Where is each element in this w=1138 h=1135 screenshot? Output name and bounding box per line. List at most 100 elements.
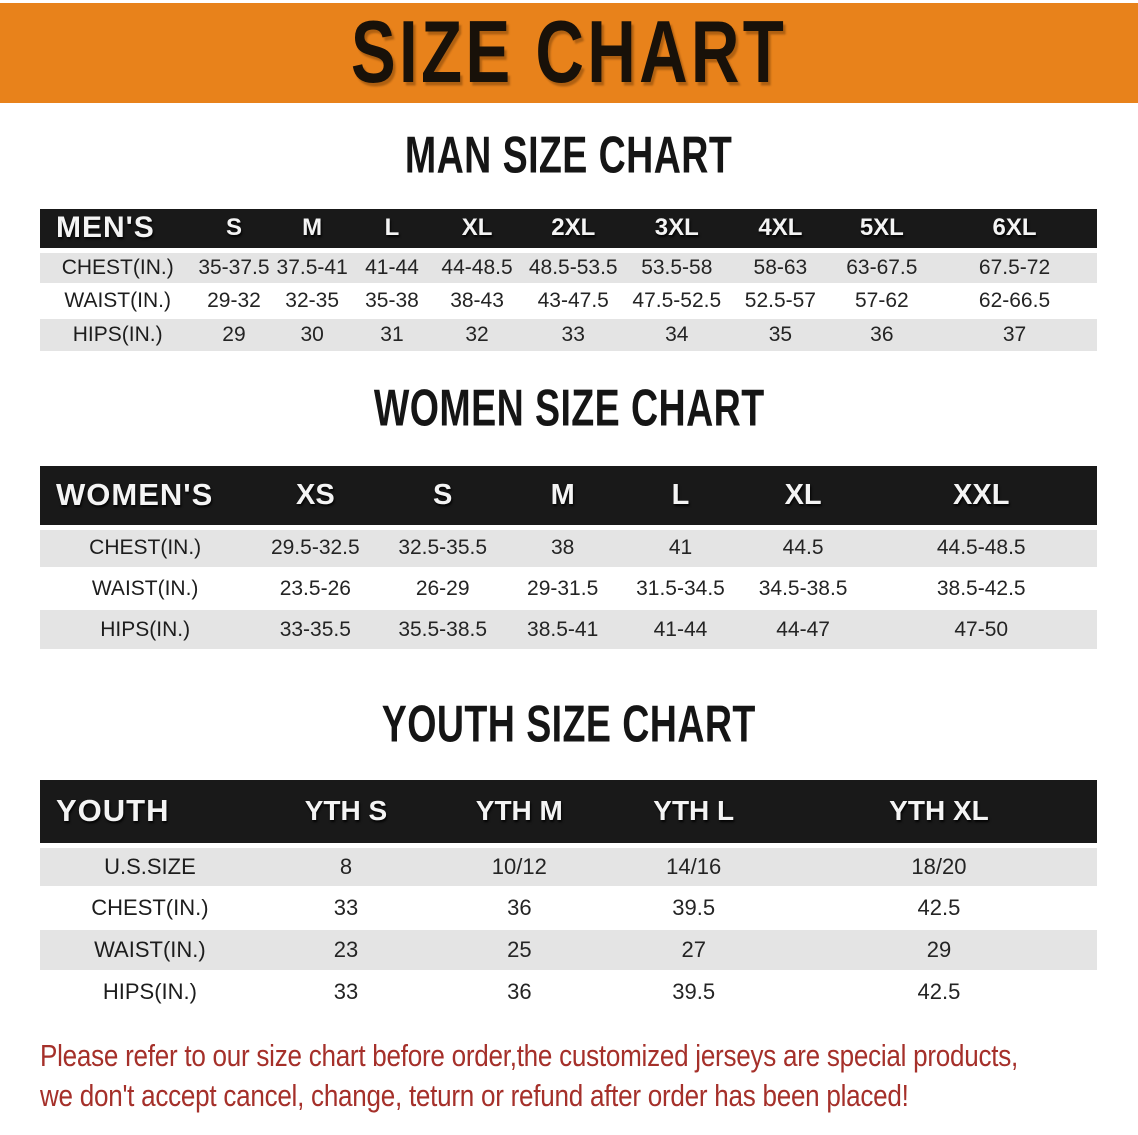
row-label: CHEST(IN.) (40, 887, 260, 930)
table-cell: 47-50 (865, 609, 1097, 651)
table-cell: 38-43 (432, 284, 522, 319)
column-header: L (351, 209, 433, 253)
section-women: WOMEN SIZE CHART WOMEN'S XS S M L XL XXL CHEST(… (0, 378, 1138, 651)
table-row: HIPS(IN.) 33-35.5 35.5-38.5 38.5-41 41-44 44-… (40, 609, 1097, 651)
table-cell: 30 (272, 318, 352, 353)
table-header-row: WOMEN'S XS S M L XL XXL (40, 466, 1097, 530)
table-cell: 63-67.5 (831, 250, 933, 285)
table-cell: 36 (432, 887, 607, 930)
disclaimer-note: Please refer to our size chart before or… (40, 1036, 1138, 1116)
table-cell: 42.5 (780, 887, 1097, 930)
table-cell: 37.5-41 (272, 250, 352, 285)
table-cell: 33 (259, 887, 433, 930)
table-cell: 48.5-53.5 (521, 250, 625, 285)
section-youth: YOUTH SIZE CHART YOUTH YTH S YTH M YTH L YTH… (0, 694, 1138, 1014)
row-label: WAIST(IN.) (40, 284, 196, 319)
table-cell: 23.5-26 (250, 568, 381, 610)
men-section-heading: MAN SIZE CHART (0, 125, 1138, 189)
table-cell: 34 (624, 318, 730, 353)
table-row: CHEST(IN.) 35-37.5 37.5-41 41-44 44-48.5 48.5… (40, 250, 1097, 285)
row-label: HIPS(IN.) (40, 609, 251, 651)
row-label: WAIST(IN.) (40, 929, 260, 972)
table-cell: 32 (432, 318, 522, 353)
table-cell: 41-44 (351, 250, 433, 285)
table-cell: 44.5 (740, 527, 866, 569)
table-cell: 44.5-48.5 (865, 527, 1097, 569)
table-cell: 35.5-38.5 (380, 609, 506, 651)
column-header: 2XL (521, 209, 625, 253)
table-cell: 58-63 (729, 250, 832, 285)
column-header: 5XL (831, 209, 933, 253)
table-cell: 31.5-34.5 (620, 568, 741, 610)
row-label: HIPS(IN.) (40, 971, 260, 1014)
column-header: XL (432, 209, 522, 253)
table-cell: 31 (351, 318, 433, 353)
table-cell: 35 (729, 318, 832, 353)
table-cell: 35-38 (351, 284, 433, 319)
table-cell: 41 (620, 527, 741, 569)
table-cell: 43-47.5 (521, 284, 625, 319)
table-cell: 34.5-38.5 (740, 568, 866, 610)
table-cell: 37 (932, 318, 1097, 353)
table-cell: 44-48.5 (432, 250, 522, 285)
table-cell: 36 (831, 318, 933, 353)
table-cell: 33 (521, 318, 625, 353)
column-header: M (505, 466, 621, 530)
note-line-2: we don't accept cancel, change, teturn o… (40, 1078, 909, 1113)
table-cell: 38 (505, 527, 621, 569)
column-header: S (195, 209, 273, 253)
table-row: HIPS(IN.) 33 36 39.5 42.5 (40, 971, 1097, 1014)
table-cell: 62-66.5 (932, 284, 1097, 319)
column-header: XL (740, 466, 866, 530)
table-cell: 38.5-41 (505, 609, 621, 651)
table-cell: 52.5-57 (729, 284, 832, 319)
youth-size-table: YOUTH YTH S YTH M YTH L YTH XL U.S.SIZE 8 10/12… (40, 780, 1097, 1014)
table-cell: 39.5 (606, 887, 781, 930)
column-header: YTH S (259, 780, 433, 848)
row-label: CHEST(IN.) (40, 250, 196, 285)
table-cell: 27 (606, 929, 781, 972)
table-cell: 44-47 (740, 609, 866, 651)
section-men: MAN SIZE CHART MEN'S S M L XL 2XL 3XL 4XL 5XL 6XL… (0, 125, 1138, 353)
row-label: U.S.SIZE (40, 845, 260, 888)
table-cell: 33 (259, 971, 433, 1014)
table-cell: 8 (259, 845, 433, 888)
table-row: WAIST(IN.) 23.5-26 26-29 29-31.5 31.5-34.5 34… (40, 568, 1097, 610)
row-label: HIPS(IN.) (40, 318, 196, 353)
banner: SIZE CHART (0, 3, 1138, 103)
table-cell: 25 (432, 929, 607, 972)
table-cell: 29-32 (195, 284, 273, 319)
corner-label: MEN'S (40, 209, 196, 253)
column-header: YTH L (606, 780, 781, 848)
table-row: CHEST(IN.) 33 36 39.5 42.5 (40, 887, 1097, 930)
table-cell: 53.5-58 (624, 250, 730, 285)
column-header: 3XL (624, 209, 730, 253)
size-chart-page: SIZE CHART MAN SIZE CHART MEN'S S M L XL 2XL 3… (0, 3, 1138, 1135)
women-size-table: WOMEN'S XS S M L XL XXL CHEST(IN.) 29.5-32.5 32.5… (40, 466, 1097, 651)
table-cell: 29 (780, 929, 1097, 972)
youth-heading-text: YOUTH SIZE CHART (381, 694, 757, 753)
table-cell: 29.5-32.5 (250, 527, 381, 569)
column-header: M (272, 209, 352, 253)
men-size-table: MEN'S S M L XL 2XL 3XL 4XL 5XL 6XL CHEST(IN.) 35-37… (40, 209, 1097, 353)
table-header-row: YOUTH YTH S YTH M YTH L YTH XL (40, 780, 1097, 848)
column-header: YTH XL (780, 780, 1097, 848)
table-cell: 39.5 (606, 971, 781, 1014)
men-heading-text: MAN SIZE CHART (405, 125, 733, 184)
table-cell: 47.5-52.5 (624, 284, 730, 319)
youth-section-heading: YOUTH SIZE CHART (0, 694, 1138, 758)
table-cell: 33-35.5 (250, 609, 381, 651)
column-header: S (380, 466, 506, 530)
table-cell: 32.5-35.5 (380, 527, 506, 569)
column-header: L (620, 466, 741, 530)
row-label: CHEST(IN.) (40, 527, 251, 569)
table-row: HIPS(IN.) 29 30 31 32 33 34 35 36 37 (40, 318, 1097, 353)
table-cell: 41-44 (620, 609, 741, 651)
corner-label: YOUTH (40, 780, 260, 848)
table-cell: 38.5-42.5 (865, 568, 1097, 610)
women-heading-text: WOMEN SIZE CHART (373, 378, 765, 437)
table-cell: 32-35 (272, 284, 352, 319)
table-row: U.S.SIZE 8 10/12 14/16 18/20 (40, 845, 1097, 888)
table-cell: 42.5 (780, 971, 1097, 1014)
table-cell: 18/20 (780, 845, 1097, 888)
